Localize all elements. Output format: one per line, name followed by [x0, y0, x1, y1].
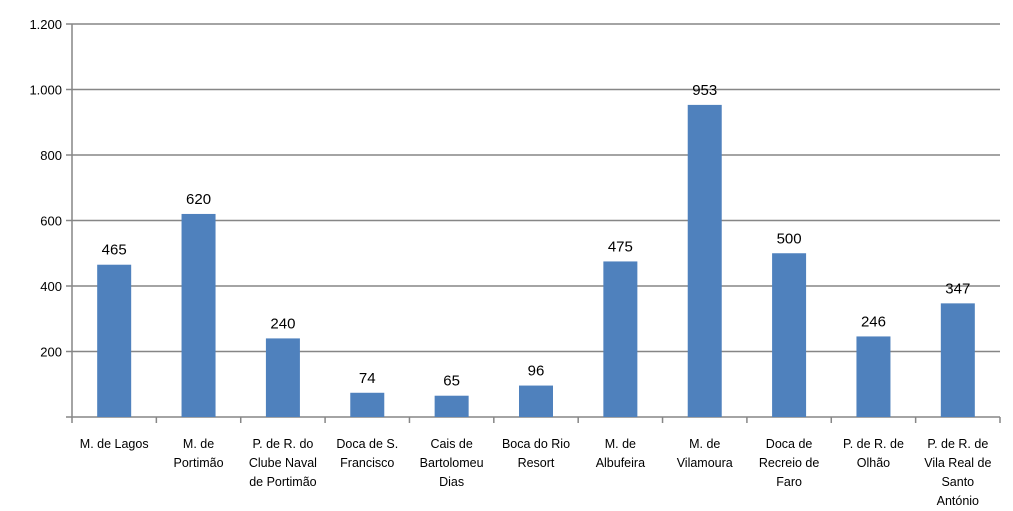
x-category-label-line: M. de: [183, 437, 214, 451]
x-category-label-line: M. de Lagos: [80, 437, 149, 451]
bar: [603, 261, 638, 417]
bar: [434, 395, 469, 417]
data-label: 96: [528, 363, 545, 380]
x-category-label: M. de Lagos: [80, 437, 149, 451]
x-category-label-line: Portimão: [174, 456, 224, 470]
bar: [265, 338, 300, 417]
bars: [97, 104, 975, 417]
x-category-label: P. de R. de Olhão: [843, 437, 904, 470]
y-tick-label: 1.200: [29, 17, 62, 32]
bar: [519, 385, 553, 417]
bar: [940, 303, 975, 417]
x-category-label: Cais de Bartolomeu Dias: [420, 437, 484, 489]
x-category-label-line: Doca de S.: [336, 437, 398, 451]
data-label: 475: [608, 238, 633, 255]
y-tick-label: 400: [40, 279, 62, 294]
x-category-label-line: Boca do Rio: [502, 437, 570, 451]
x-category-label-line: Clube Naval: [249, 456, 317, 470]
x-category-label-line: P. de R. de: [927, 437, 988, 451]
x-category-label: Doca de S. Francisco: [336, 437, 398, 470]
x-category-label-line: Faro: [776, 475, 802, 489]
y-tick-label: 200: [40, 345, 62, 360]
x-category-label-line: P. de R. de: [843, 437, 904, 451]
x-category-label-line: António: [937, 494, 979, 508]
bar: [687, 104, 722, 417]
gridlines: [72, 23, 1000, 353]
data-label: 246: [861, 313, 886, 330]
data-label: 953: [692, 82, 717, 99]
data-label: 240: [270, 315, 295, 332]
x-category-label: M. de Portimão: [174, 437, 224, 470]
bar: [772, 253, 807, 417]
y-tick-label: 600: [40, 214, 62, 229]
data-label: 65: [443, 373, 460, 390]
x-category-label-line: de Portimão: [249, 475, 316, 489]
x-axis-labels: M. de Lagos M. de Portimão P. de R. do Clube…: [80, 437, 992, 508]
x-category-label: M. de Vilamoura: [677, 437, 733, 470]
data-label: 465: [102, 242, 127, 259]
x-category-label: M. de Albufeira: [596, 437, 645, 470]
x-category-label-line: Santo: [941, 475, 974, 489]
x-category-label-line: Albufeira: [596, 456, 645, 470]
x-category-label-line: Resort: [518, 456, 555, 470]
data-label: 620: [186, 191, 211, 208]
x-category-label-line: Cais de: [430, 437, 472, 451]
x-category-label-line: P. de R. do: [252, 437, 313, 451]
x-category-label-line: Francisco: [340, 456, 394, 470]
bar: [856, 336, 891, 417]
x-category-label-line: Dias: [439, 475, 464, 489]
x-category-label: Boca do Rio Resort: [502, 437, 570, 470]
x-category-label: Doca de Recreio de Faro: [759, 437, 819, 489]
data-label: 500: [777, 230, 802, 247]
y-axis-ticks: 200 400 600 800 1.000 1.200: [29, 17, 62, 360]
x-category-label: P. de R. de Vila Real de Santo António: [924, 437, 991, 508]
data-labels: 465 620 240 74 65 96 475 953 500 246 347: [102, 82, 971, 390]
data-label: 74: [359, 370, 376, 387]
y-tick-label: 1.000: [29, 83, 62, 98]
data-label: 347: [945, 280, 970, 297]
x-category-label-line: Vila Real de: [924, 456, 991, 470]
x-category-label-line: Olhão: [857, 456, 890, 470]
y-tick-label: 800: [40, 148, 62, 163]
bar: [97, 264, 132, 417]
x-category-label-line: Vilamoura: [677, 456, 733, 470]
bar: [181, 213, 216, 417]
x-category-label-line: Recreio de: [759, 456, 819, 470]
x-category-label-line: Bartolomeu: [420, 456, 484, 470]
x-category-label-line: Doca de: [766, 437, 813, 451]
bar: [350, 392, 385, 417]
x-category-label-line: M. de: [605, 437, 636, 451]
x-category-label: P. de R. do Clube Naval de Portimão: [249, 437, 317, 489]
x-category-label-line: M. de: [689, 437, 720, 451]
